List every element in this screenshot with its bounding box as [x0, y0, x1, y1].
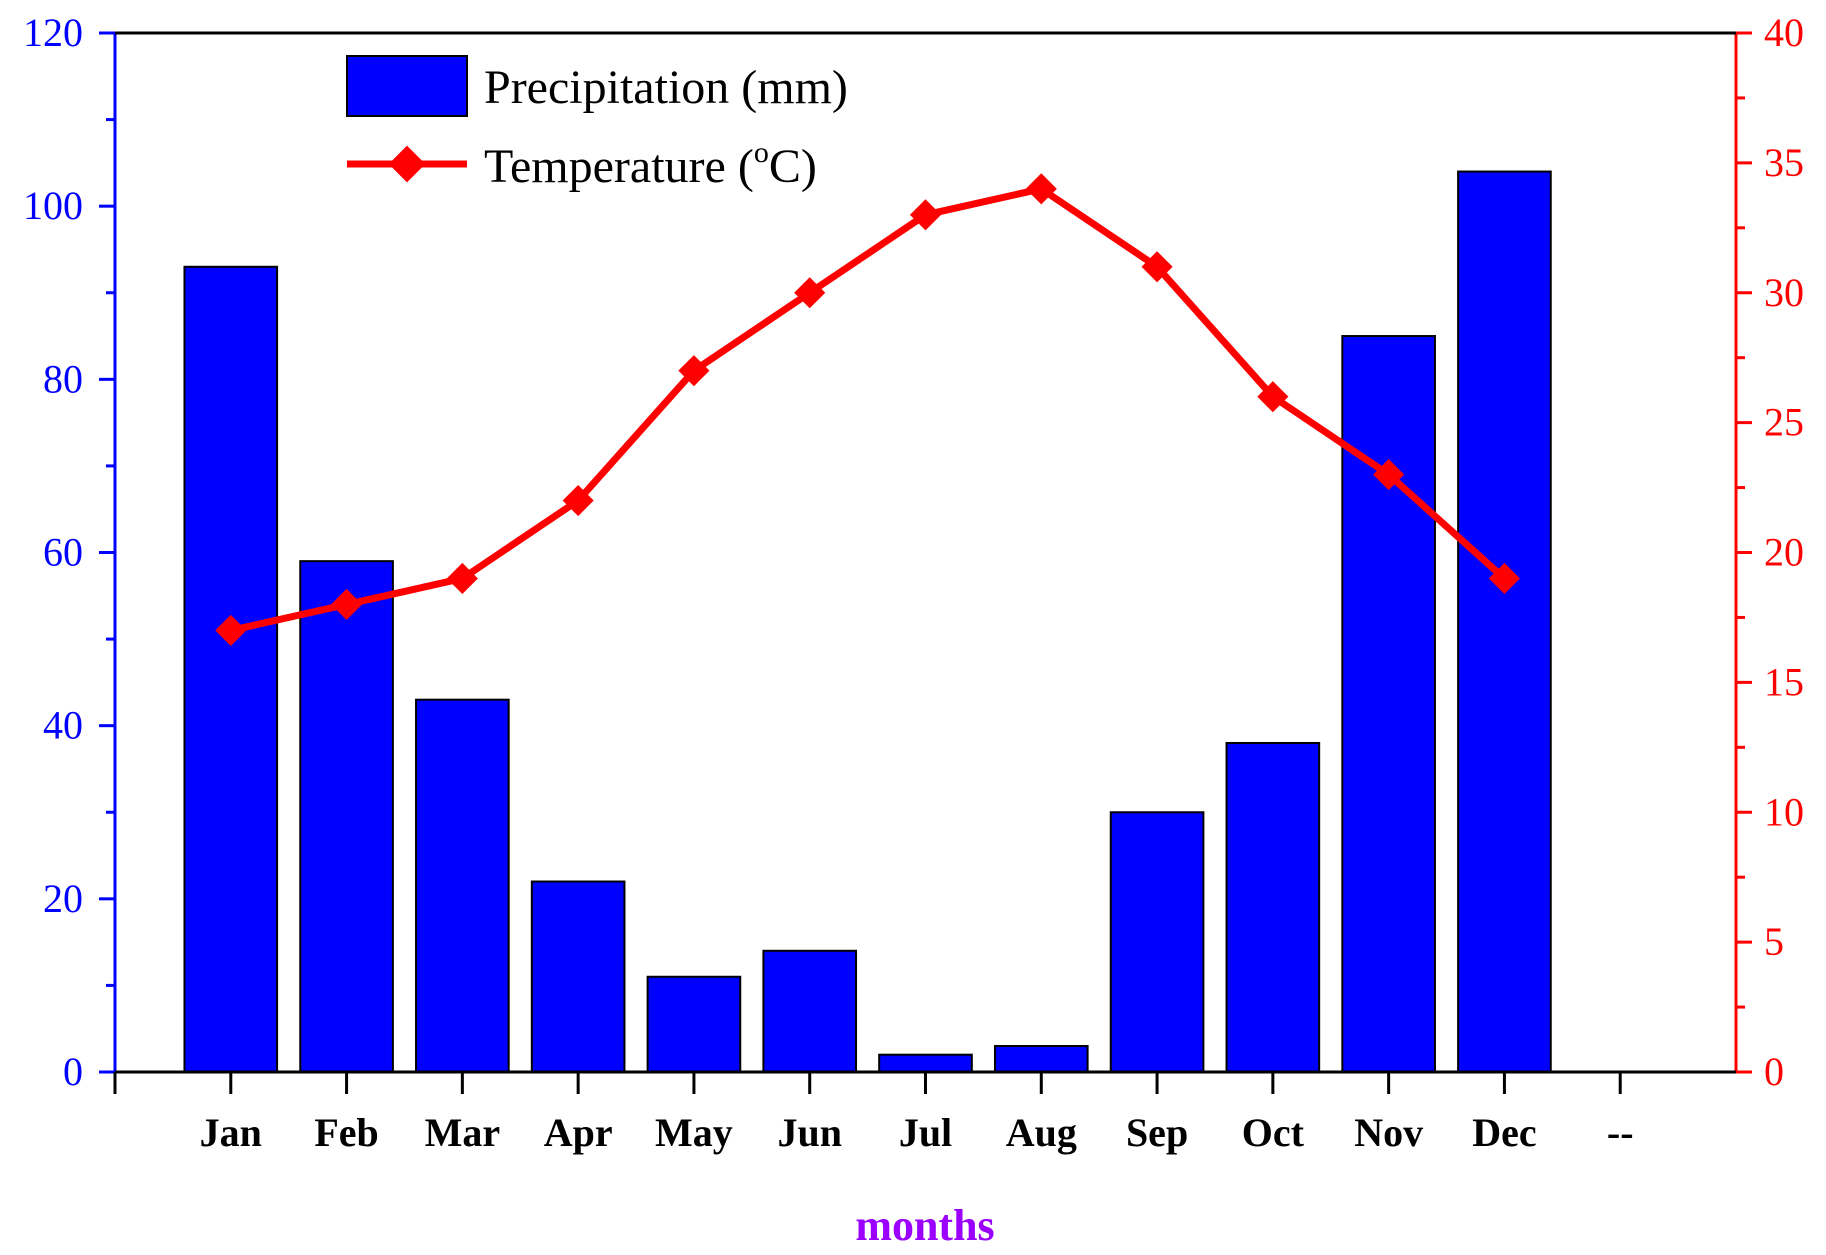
bar-may [646, 975, 742, 1074]
legend: Precipitation (mm) Temperature (oC) [346, 55, 848, 193]
x-tick-label-sep: Sep [1126, 1110, 1188, 1155]
bar-sep [1109, 811, 1205, 1073]
temperature-line [230, 185, 1507, 634]
x-tick-label-aug: Aug [1006, 1110, 1077, 1155]
x-tick-label-mar: Mar [425, 1110, 501, 1155]
bar-aug [993, 1045, 1089, 1074]
x-tick-label-jan: Jan [200, 1110, 262, 1155]
temperature-marker-feb [331, 588, 363, 621]
legend-label-precipitation: Precipitation (mm) [484, 61, 848, 114]
bar-feb [299, 560, 394, 1073]
x-tick-label-dec: Dec [1472, 1110, 1536, 1155]
temperature-marker-jun [794, 277, 826, 309]
x-tick-label-apr: Apr [544, 1110, 613, 1155]
bar-jan [183, 265, 279, 1073]
right-tick-label: 30 [1764, 270, 1804, 315]
x-axis-title: months [855, 1201, 994, 1250]
left-tick-label: 80 [43, 356, 83, 401]
right-tick-label: 40 [1764, 10, 1804, 55]
right-tick-label: 15 [1764, 659, 1804, 704]
right-tick-label: 10 [1764, 789, 1804, 834]
bar-dec [1457, 170, 1552, 1074]
right-tick-label: 25 [1764, 400, 1804, 445]
legend-label-temperature: Temperature (oC) [484, 136, 817, 193]
x-tick-label-nov: Nov [1354, 1110, 1423, 1155]
left-tick-label: 100 [23, 183, 83, 228]
bar-apr [530, 880, 626, 1073]
temperature-marker-nov [1373, 459, 1405, 491]
left-tick-label: 0 [63, 1049, 83, 1094]
right-tick-label: 20 [1764, 530, 1804, 575]
bar-mar [415, 698, 510, 1073]
right-tick-label: 0 [1764, 1049, 1784, 1094]
bar-nov [1341, 335, 1436, 1073]
tick-labels: 0 20 40 60 80 100 120 0 5 10 15 20 25 30 35 40 Jan Feb Mar… [23, 10, 1804, 1155]
legend-marker-temperature [388, 145, 426, 183]
bar-jun [762, 949, 858, 1073]
temperature-marker-may [678, 355, 710, 387]
x-tick-label-end: -- [1607, 1110, 1634, 1155]
legend-swatch-precipitation [346, 55, 468, 117]
temperature-marker-apr [562, 484, 594, 517]
temperature-marker-mar [446, 562, 478, 595]
left-tick-label: 120 [23, 10, 83, 55]
x-tick-label-oct: Oct [1242, 1110, 1305, 1155]
right-tick-label: 5 [1764, 919, 1784, 964]
bar-jul [878, 1053, 973, 1074]
x-tick-label-jul: Jul [899, 1110, 952, 1155]
axes [99, 31, 1752, 1094]
temperature-series [215, 173, 1520, 646]
precipitation-bars [183, 170, 1552, 1074]
x-tick-label-may: May [655, 1110, 733, 1155]
bar-oct [1225, 741, 1321, 1073]
left-tick-label: 60 [43, 530, 83, 575]
left-tick-label: 20 [43, 876, 83, 921]
temperature-marker-oct [1257, 381, 1289, 413]
x-tick-label-jun: Jun [777, 1110, 842, 1155]
x-tick-label-feb: Feb [314, 1110, 378, 1155]
left-tick-label: 40 [43, 703, 83, 748]
right-tick-label: 35 [1764, 140, 1804, 185]
